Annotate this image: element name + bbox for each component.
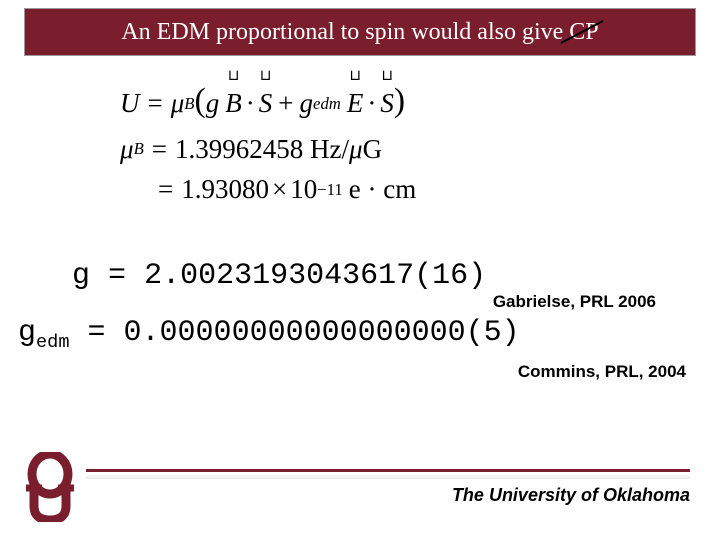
vec-S1: ⊔ S [259, 83, 273, 124]
vec-S2-letter: S [380, 88, 394, 118]
vec-E: ⊔ E [347, 83, 364, 124]
vec-B: ⊔ B [225, 83, 242, 124]
title-main: An EDM proportional to spin would also g… [121, 19, 563, 46]
eq-U: U [120, 83, 140, 124]
vec-B-letter: B [225, 88, 242, 118]
g-line: g = 2.0023193043617(16) [18, 248, 520, 305]
eq-g2: g [300, 83, 314, 124]
g-value: 2.0023193043617(16) [144, 259, 486, 293]
equation-block: U = μ B ( g ⊔ B · ⊔ S + g edm ⊔ E · [120, 78, 416, 210]
eq-mu3: μ [349, 129, 363, 170]
gedm-value: 0.00000000000000000(5) [124, 316, 520, 350]
eq-times: × [269, 169, 290, 210]
hat-icon: ⊔ [349, 65, 361, 87]
title-cp-struck: CP [569, 19, 598, 46]
eq-unit-G: G [363, 129, 383, 170]
eq-coeff: 1.93080 [181, 169, 269, 210]
eq-mu1: μ [171, 83, 185, 124]
vec-S1-letter: S [259, 88, 273, 118]
citation-gabrielse: Gabrielse, PRL 2006 [493, 292, 656, 312]
eq-exp: −11 [317, 177, 343, 202]
eq-ten: 10 [290, 169, 317, 210]
eq-mu1-sub: B [184, 91, 194, 116]
gedm-line: gedm = 0.00000000000000000(5) [18, 305, 520, 362]
eq-lparen: ( [195, 76, 206, 127]
eq-unit-ecm: e · cm [349, 169, 416, 210]
citation-commins: Commins, PRL, 2004 [518, 362, 686, 382]
eq-eq2: = [144, 129, 175, 170]
eq-muB-val: 1.39962458 Hz/ [175, 129, 349, 170]
hat-icon: ⊔ [381, 65, 393, 87]
g-label: g [72, 259, 90, 293]
ou-logo-icon [20, 452, 80, 522]
hat-icon: ⊔ [260, 65, 272, 87]
eq-rparen: ) [394, 76, 405, 127]
title-bar: An EDM proportional to spin would also g… [24, 8, 696, 56]
eq-dot1: · [242, 83, 259, 124]
eq-dot2: · [363, 83, 380, 124]
vec-E-letter: E [347, 88, 364, 118]
gedm-label: g [18, 316, 36, 350]
eq-mu2: μ [120, 129, 134, 170]
eq-line-2: μ B = 1.39962458 Hz/ μ G [120, 129, 416, 170]
eq-g1: g [206, 83, 220, 124]
eq-line-3: = 1.93080 × 10 −11 e · cm [120, 169, 416, 210]
eq-eq3: = [150, 169, 181, 210]
hat-icon: ⊔ [228, 65, 240, 87]
strike-line-icon [559, 17, 605, 47]
gedm-eq: = [88, 316, 106, 350]
eq-g2-sub: edm [313, 91, 341, 116]
footer-text: The University of Oklahoma [452, 485, 690, 506]
footer-rule [86, 469, 690, 472]
g-eq: = [108, 259, 126, 293]
g-values-block: g = 2.0023193043617(16) gedm = 0.0000000… [18, 248, 520, 362]
eq-mu2-sub: B [134, 136, 144, 161]
eq-plus: + [272, 83, 299, 124]
vec-S2: ⊔ S [380, 83, 394, 124]
gedm-sub: edm [36, 332, 69, 353]
eq-eq1: = [140, 83, 171, 124]
eq-line-1: U = μ B ( g ⊔ B · ⊔ S + g edm ⊔ E · [120, 78, 416, 129]
